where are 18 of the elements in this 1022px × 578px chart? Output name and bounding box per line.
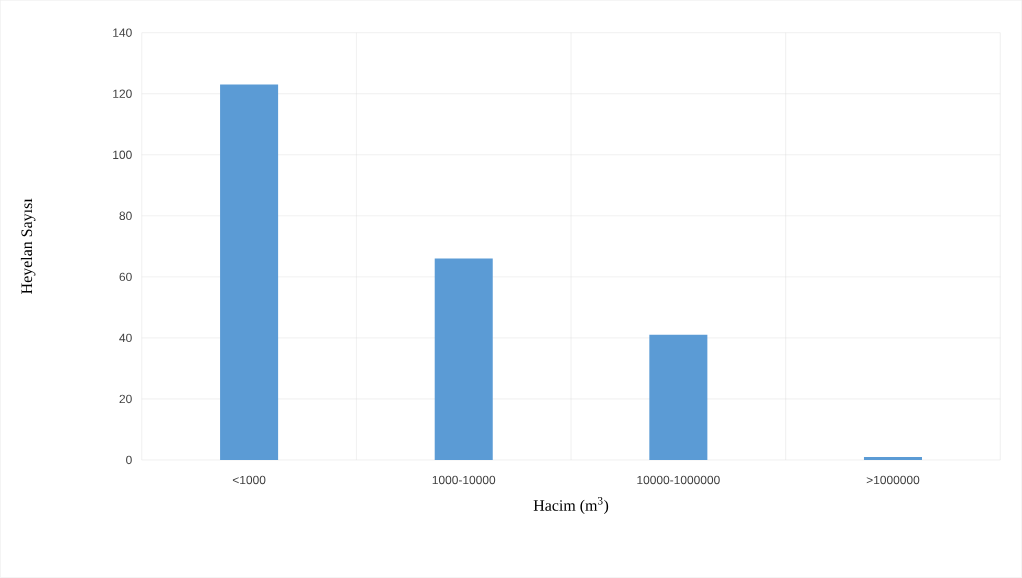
- bar: [649, 334, 708, 461]
- bar: [434, 258, 493, 461]
- bar: [220, 84, 279, 461]
- bar: [863, 457, 922, 461]
- y-tick-label: 120: [113, 89, 132, 99]
- y-tick-label: 100: [113, 150, 132, 160]
- x-tick-label: >1000000: [866, 475, 920, 485]
- y-tick-label: 140: [113, 28, 132, 38]
- y-tick-label: 0: [126, 455, 132, 465]
- x-tick-label: 1000-10000: [432, 475, 496, 485]
- y-tick-label: 40: [119, 333, 132, 343]
- x-tick-label: <1000: [232, 475, 266, 485]
- x-tick-label: 10000-1000000: [637, 475, 720, 485]
- y-tick-label: 80: [119, 211, 132, 221]
- y-tick-label: 60: [119, 272, 132, 282]
- y-axis-title: Heyelan Sayısı: [20, 198, 36, 295]
- y-tick-label: 20: [119, 394, 132, 404]
- x-axis-title: Hacim (m$^{3}$): [533, 497, 609, 515]
